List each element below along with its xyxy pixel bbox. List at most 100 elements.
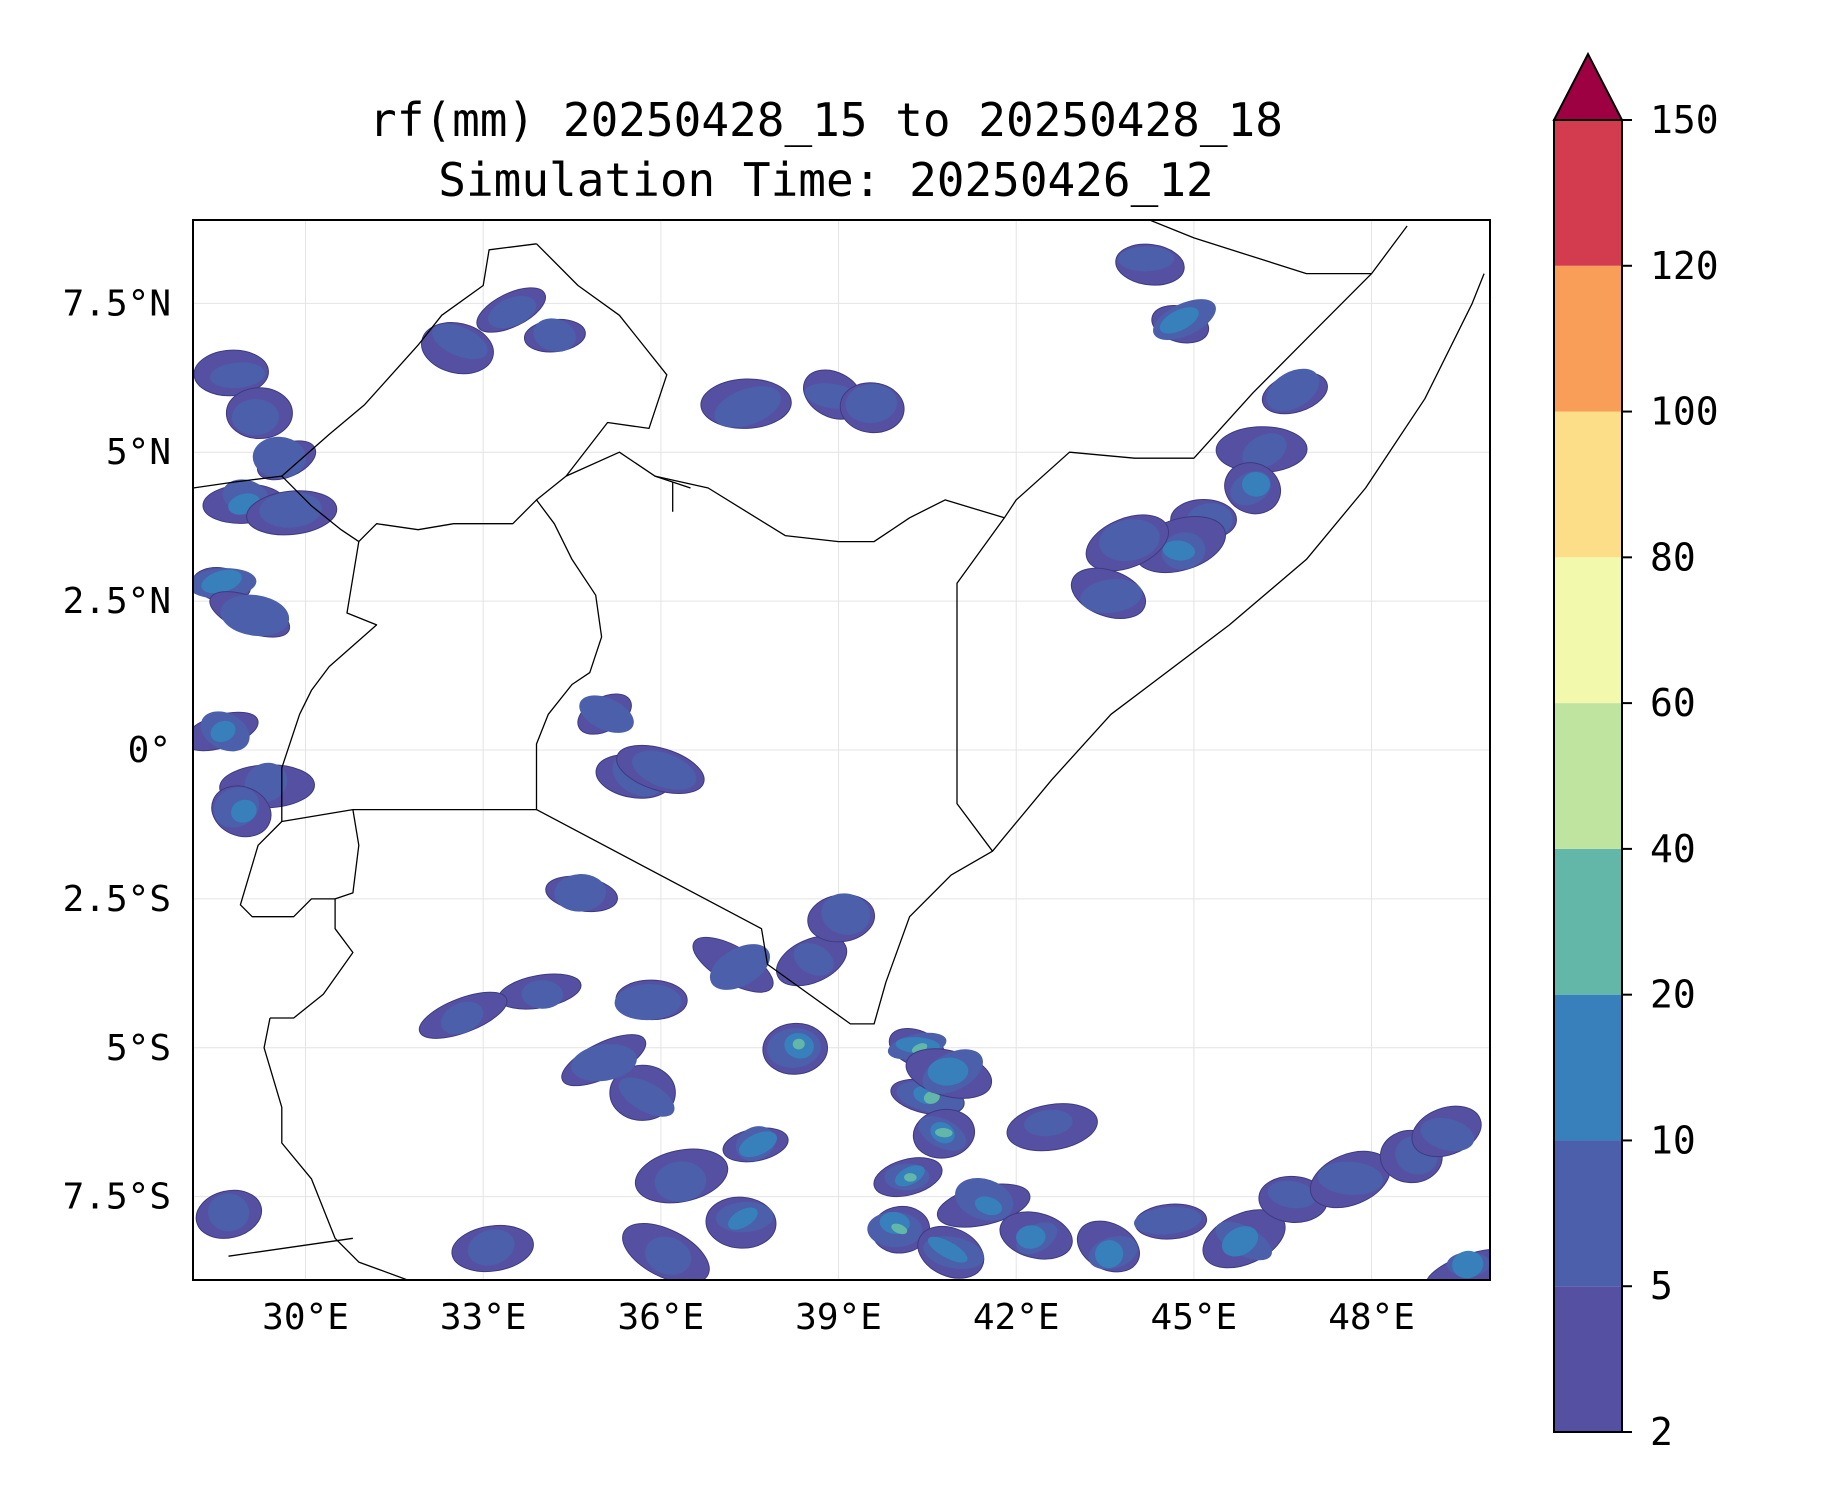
border-line <box>536 273 1485 1025</box>
rain-cell <box>1098 519 1160 562</box>
colorbar-segment <box>1554 265 1622 412</box>
colorbar-segment <box>1554 411 1622 558</box>
country-borders <box>193 220 1485 1280</box>
rain-cell <box>1317 1161 1384 1195</box>
rain-cell <box>467 1229 515 1266</box>
rain-cell <box>927 1057 969 1086</box>
rain-cell <box>1266 368 1320 412</box>
border-line <box>536 243 668 477</box>
border-line <box>270 809 360 1019</box>
colorbar-tick-label: 120 <box>1650 244 1719 288</box>
rain-cell <box>521 980 564 1009</box>
x-tick-label: 30°E <box>262 1297 349 1338</box>
rain-cell <box>210 720 236 743</box>
border-line <box>1003 225 1408 519</box>
colorbar-segment <box>1554 703 1622 849</box>
figure-title-line-2: Simulation Time: 20250426_12 <box>438 153 1213 207</box>
rain-cell <box>821 893 871 935</box>
rain-cell <box>201 569 242 594</box>
rain-cell <box>252 436 307 479</box>
colorbar-tick-label: 80 <box>1650 535 1696 579</box>
y-tick-label: 0° <box>128 730 171 771</box>
rain-cell <box>210 362 266 389</box>
rain-cell <box>488 295 537 329</box>
rain-cell <box>654 1161 707 1202</box>
rain-cell <box>891 1223 908 1235</box>
rain-cell <box>220 594 290 637</box>
rain-cell <box>935 1128 953 1138</box>
rain-cell <box>645 1236 692 1275</box>
colorbar-extend-max <box>1552 51 1624 121</box>
rain-cell <box>431 323 488 360</box>
rain-cell <box>614 983 682 1021</box>
rain-cell <box>440 1001 484 1035</box>
rain-cell <box>231 799 257 823</box>
rain-cell <box>570 1044 637 1082</box>
rain-cell <box>1016 1225 1046 1249</box>
rain-cell <box>1080 578 1143 614</box>
border-line <box>281 243 537 477</box>
rain-cell <box>845 384 898 424</box>
border-line <box>1147 220 1372 275</box>
x-tick-label: 42°E <box>973 1297 1060 1338</box>
rain-cell <box>1094 1240 1124 1268</box>
rain-cell <box>793 942 834 976</box>
rainfall-contours <box>193 243 1490 1280</box>
longitude-ticks: 30°E 33°E 36°E 39°E 42°E 45°E 48°E <box>262 1297 1415 1338</box>
rain-cell <box>739 1131 777 1158</box>
rain-cell <box>1133 1206 1202 1235</box>
rain-cell <box>1452 1250 1484 1279</box>
rain-cell <box>974 1196 1003 1216</box>
colorbar-frame <box>1553 119 1623 1433</box>
x-tick-label: 39°E <box>795 1297 882 1338</box>
rain-cell <box>714 386 781 428</box>
border-line <box>228 1237 353 1257</box>
x-tick-label: 36°E <box>618 1297 705 1338</box>
colorbar-tick-label: 150 <box>1650 98 1719 142</box>
rain-cell <box>904 1173 917 1182</box>
colorbar-tick-label: 100 <box>1650 390 1719 434</box>
figure-title-line-1: rf(mm) 20250428_15 to 20250428_18 <box>369 93 1283 147</box>
rain-cell <box>1118 246 1175 272</box>
border-line <box>358 499 603 810</box>
colorbar-segment <box>1554 557 1622 704</box>
rain-cell <box>1024 1109 1073 1137</box>
rain-cell <box>727 1207 758 1230</box>
colorbar-tick-label: 60 <box>1650 681 1696 725</box>
colorbar-segment <box>1554 994 1622 1141</box>
rain-cell <box>579 695 634 733</box>
map-frame <box>192 219 1491 1281</box>
colorbar-segment <box>1554 1140 1622 1287</box>
colorbar-tick-label: 5 <box>1650 1264 1673 1308</box>
colorbar-segment <box>1554 120 1622 266</box>
colorbar-segment <box>1554 1286 1622 1432</box>
colorbar-tick-label: 2 <box>1650 1410 1673 1454</box>
rain-cell <box>923 1090 940 1104</box>
rain-cell <box>1162 540 1196 561</box>
rain-cell <box>792 1038 805 1050</box>
rain-cell <box>927 1236 968 1263</box>
rain-cell <box>1267 1180 1317 1209</box>
rain-cell <box>1221 1226 1259 1257</box>
border-line <box>239 821 336 918</box>
rain-cell <box>618 1077 675 1117</box>
y-tick-label: 5°S <box>106 1028 171 1069</box>
rain-cell <box>1242 471 1271 497</box>
y-tick-label: 2.5°S <box>63 879 171 920</box>
rain-cell <box>533 318 576 352</box>
colorbar-tick-label: 20 <box>1650 973 1696 1017</box>
colorbar-tick-label: 40 <box>1650 827 1696 871</box>
colorbar: 2 5 10 20 40 60 80 100 120 150 <box>1552 51 1719 1454</box>
rain-cell <box>709 944 770 990</box>
border-line <box>263 1017 410 1280</box>
border-line <box>536 451 1006 852</box>
y-tick-label: 2.5°N <box>63 581 171 622</box>
colorbar-segment <box>1554 848 1622 995</box>
y-tick-label: 7.5°N <box>63 283 171 324</box>
rain-cell <box>1159 307 1199 334</box>
border-line <box>281 808 537 823</box>
y-tick-label: 5°N <box>106 432 171 473</box>
x-tick-label: 45°E <box>1151 1297 1238 1338</box>
y-tick-label: 7.5°S <box>63 1177 171 1218</box>
